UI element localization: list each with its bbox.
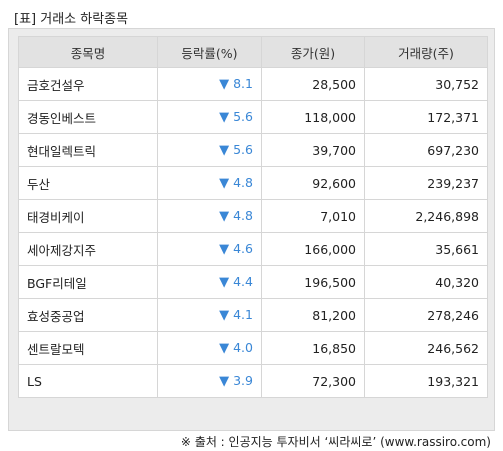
table-row: BGF리테일 ▼ 4.4 196,500 40,320: [18, 265, 488, 299]
change-rate-cell: ▼ 5.6: [157, 133, 262, 167]
change-rate-cell: ▼ 4.4: [157, 265, 262, 299]
closing-price: 118,000: [261, 100, 365, 134]
change-rate-cell: ▼ 4.8: [157, 166, 262, 200]
table-row: LS ▼ 3.9 72,300 193,321: [18, 364, 488, 398]
column-header-rate: 등락률(%): [157, 36, 262, 68]
down-arrow-icon: ▼: [219, 275, 230, 290]
page-title: [표] 거래소 하락종목: [14, 12, 129, 27]
down-arrow-icon: ▼: [219, 341, 230, 356]
closing-price: 7,010: [261, 199, 365, 233]
stock-name: 현대일렉트릭: [18, 133, 158, 167]
trading-volume: 246,562: [364, 331, 488, 365]
trading-volume: 193,321: [364, 364, 488, 398]
change-rate-value: 4.0: [233, 340, 253, 355]
down-arrow-icon: ▼: [219, 143, 230, 158]
change-rate-value: 4.8: [233, 175, 253, 190]
declining-stocks-table: 종목명 등락률(%) 종가(원) 거래량(주) 금호건설우 ▼ 8.1 28,500 3…: [18, 36, 488, 398]
table-row: 태경비케이 ▼ 4.8 7,010 2,246,898: [18, 199, 488, 233]
change-rate-cell: ▼ 5.6: [157, 100, 262, 134]
trading-volume: 35,661: [364, 232, 488, 266]
trading-volume: 2,246,898: [364, 199, 488, 233]
change-rate-cell: ▼ 4.8: [157, 199, 262, 233]
table-row: 두산 ▼ 4.8 92,600 239,237: [18, 166, 488, 200]
down-arrow-icon: ▼: [219, 110, 230, 125]
change-rate-value: 5.6: [233, 142, 253, 157]
stock-name: 경동인베스트: [18, 100, 158, 134]
stock-name: 효성중공업: [18, 298, 158, 332]
closing-price: 196,500: [261, 265, 365, 299]
stock-name: 태경비케이: [18, 199, 158, 233]
down-arrow-icon: ▼: [219, 308, 230, 323]
change-rate-value: 5.6: [233, 109, 253, 124]
stock-name: 센트랄모텍: [18, 331, 158, 365]
trading-volume: 40,320: [364, 265, 488, 299]
closing-price: 28,500: [261, 67, 365, 101]
down-arrow-icon: ▼: [219, 176, 230, 191]
table-row: 세아제강지주 ▼ 4.6 166,000 35,661: [18, 232, 488, 266]
closing-price: 16,850: [261, 331, 365, 365]
table-row: 경동인베스트 ▼ 5.6 118,000 172,371: [18, 100, 488, 134]
column-header-price: 종가(원): [261, 36, 365, 68]
trading-volume: 278,246: [364, 298, 488, 332]
down-arrow-icon: ▼: [219, 242, 230, 257]
down-arrow-icon: ▼: [219, 374, 230, 389]
table-row: 금호건설우 ▼ 8.1 28,500 30,752: [18, 67, 488, 101]
closing-price: 81,200: [261, 298, 365, 332]
change-rate-value: 8.1: [233, 76, 253, 91]
stock-name: BGF리테일: [18, 265, 158, 299]
down-arrow-icon: ▼: [219, 209, 230, 224]
change-rate-cell: ▼ 4.0: [157, 331, 262, 365]
closing-price: 39,700: [261, 133, 365, 167]
change-rate-value: 4.8: [233, 208, 253, 223]
stock-name: 세아제강지주: [18, 232, 158, 266]
closing-price: 166,000: [261, 232, 365, 266]
change-rate-value: 4.4: [233, 274, 253, 289]
table-row: 효성중공업 ▼ 4.1 81,200 278,246: [18, 298, 488, 332]
column-header-volume: 거래량(주): [364, 36, 488, 68]
change-rate-cell: ▼ 3.9: [157, 364, 262, 398]
column-header-name: 종목명: [18, 36, 158, 68]
stock-name: LS: [18, 364, 158, 398]
trading-volume: 30,752: [364, 67, 488, 101]
change-rate-value: 4.1: [233, 307, 253, 322]
change-rate-cell: ▼ 8.1: [157, 67, 262, 101]
change-rate-cell: ▼ 4.6: [157, 232, 262, 266]
trading-volume: 239,237: [364, 166, 488, 200]
closing-price: 92,600: [261, 166, 365, 200]
trading-volume: 697,230: [364, 133, 488, 167]
closing-price: 72,300: [261, 364, 365, 398]
change-rate-value: 3.9: [233, 373, 253, 388]
trading-volume: 172,371: [364, 100, 488, 134]
down-arrow-icon: ▼: [219, 77, 230, 92]
change-rate-cell: ▼ 4.1: [157, 298, 262, 332]
stock-name: 두산: [18, 166, 158, 200]
table-row: 센트랄모텍 ▼ 4.0 16,850 246,562: [18, 331, 488, 365]
table-header-row: 종목명 등락률(%) 종가(원) 거래량(주): [18, 36, 488, 68]
table-row: 현대일렉트릭 ▼ 5.6 39,700 697,230: [18, 133, 488, 167]
stock-name: 금호건설우: [18, 67, 158, 101]
source-footer: ※ 출처 : 인공지능 투자비서 ‘씨라씨로’ (www.rassiro.com…: [180, 435, 491, 449]
change-rate-value: 4.6: [233, 241, 253, 256]
